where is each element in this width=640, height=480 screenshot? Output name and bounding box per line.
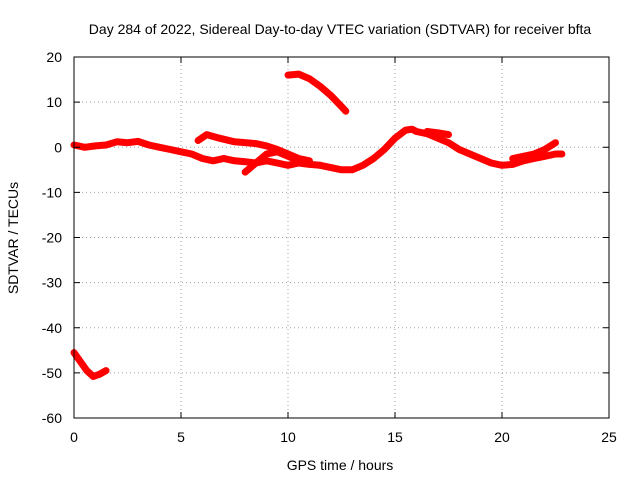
series-crossing-band xyxy=(241,148,303,176)
x-tick-label: 15 xyxy=(387,429,403,445)
x-tick-label: 0 xyxy=(70,429,78,445)
y-axis-label: SDTVAR / TECUs xyxy=(5,182,21,294)
chart-title: Day 284 of 2022, Sidereal Day-to-day VTE… xyxy=(89,21,592,37)
data-point xyxy=(443,131,450,138)
data-point xyxy=(550,140,557,147)
y-tick-label: 10 xyxy=(46,94,62,110)
x-tick-label: 25 xyxy=(601,429,617,445)
y-tick-label: -20 xyxy=(42,230,62,246)
data-series xyxy=(70,70,566,380)
y-tick-label: 20 xyxy=(46,49,62,65)
x-tick-label: 20 xyxy=(494,429,510,445)
y-tick-label: -40 xyxy=(42,320,62,336)
series-low-dip-start xyxy=(70,349,110,380)
x-tick-label: 10 xyxy=(280,429,296,445)
y-tick-label: -10 xyxy=(42,184,62,200)
data-point xyxy=(557,151,564,158)
series-high-arc-isolated xyxy=(284,70,350,115)
series-late-rising-segment xyxy=(509,139,559,162)
series-main-band-early xyxy=(70,137,228,165)
y-tick-label: -50 xyxy=(42,365,62,381)
y-tick-label: -60 xyxy=(42,410,62,426)
data-point xyxy=(102,368,109,375)
x-tick-label: 5 xyxy=(177,429,185,445)
axis-ticks: 0 5 10 15 20 25 -60 -50 -40 -30 -20 -10 0 10 20 xyxy=(42,49,617,445)
series-late-upper-segment xyxy=(423,128,452,139)
y-tick-label: 0 xyxy=(54,139,62,155)
grid-lines xyxy=(74,57,609,418)
y-tick-label: -30 xyxy=(42,275,62,291)
x-axis-label: GPS time / hours xyxy=(287,457,394,473)
data-point xyxy=(342,107,349,114)
data-point xyxy=(293,157,300,164)
